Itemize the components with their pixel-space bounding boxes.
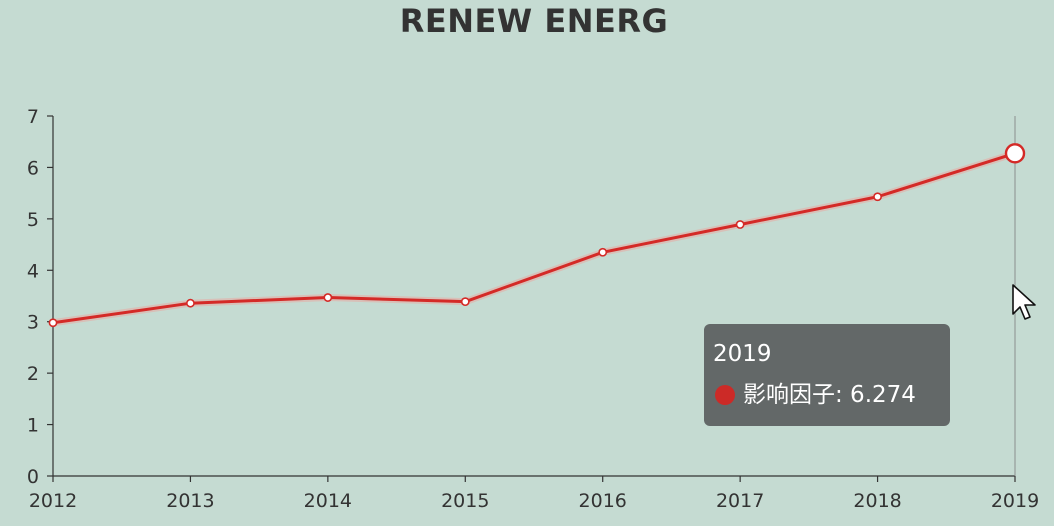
- x-tick-label: 2017: [716, 490, 764, 512]
- x-tick-label: 2012: [29, 490, 77, 512]
- tooltip-row: 影响因子: 6.274: [713, 380, 941, 410]
- tooltip: 2019 影响因子: 6.274: [704, 324, 950, 426]
- series-group: [48, 143, 1026, 328]
- x-tick-label: 2018: [853, 490, 901, 512]
- data-point[interactable]: [460, 297, 470, 307]
- x-tick-label: 2014: [304, 490, 352, 512]
- data-point[interactable]: [873, 192, 882, 202]
- data-point[interactable]: [186, 298, 195, 308]
- series-line-shadow: [49, 149, 1019, 327]
- y-tick-label: 0: [27, 466, 39, 488]
- y-tick-label: 2: [27, 363, 39, 385]
- chart-title: RENEW ENERG: [399, 2, 669, 40]
- y-tick-label: 1: [27, 415, 39, 437]
- y-tick-label: 5: [27, 209, 39, 231]
- y-tick-label: 3: [27, 312, 39, 334]
- y-tick-label: 7: [27, 106, 39, 128]
- x-tick-label: 2019: [991, 490, 1039, 512]
- y-tick-label: 4: [27, 260, 39, 282]
- x-tick-label: 2013: [166, 490, 214, 512]
- data-point[interactable]: [323, 293, 333, 302]
- x-axis: 2012 2013 2014 2015 2016 2017 2018 2019: [29, 475, 1039, 512]
- tooltip-title: 2019: [713, 341, 772, 367]
- mouse-pointer-icon: [1012, 284, 1036, 320]
- y-tick-label: 6: [27, 157, 39, 179]
- data-point-highlighted[interactable]: [1004, 143, 1026, 164]
- data-point[interactable]: [48, 318, 58, 328]
- tooltip-series-marker-icon: [715, 385, 735, 405]
- data-point[interactable]: [735, 220, 745, 229]
- x-tick-label: 2015: [441, 490, 489, 512]
- x-tick-label: 2016: [579, 490, 627, 512]
- series-line: [51, 151, 1017, 325]
- y-axis: 0 1 2 3 4 5 6 7: [27, 106, 54, 488]
- tooltip-series-value: 影响因子: 6.274: [743, 382, 916, 408]
- data-point[interactable]: [598, 247, 608, 257]
